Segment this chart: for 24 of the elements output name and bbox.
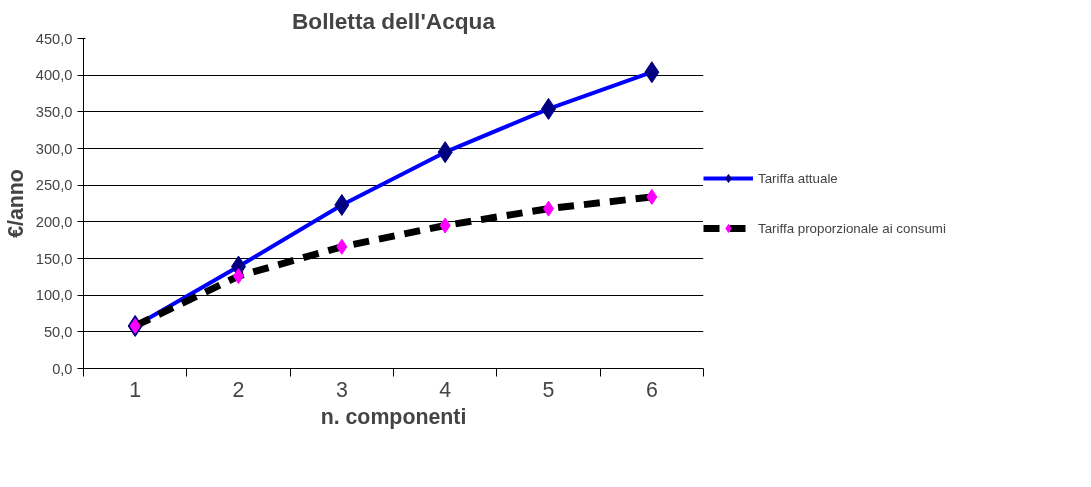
legend-label: Tariffa proporzionale ai consumi <box>758 220 946 236</box>
y-tick-label: 350,0 <box>35 103 73 120</box>
y-tick-label: 400,0 <box>35 67 73 84</box>
y-tick-label: 150,0 <box>35 250 73 267</box>
y-tick-label: 50,0 <box>43 323 73 340</box>
point <box>646 188 658 205</box>
y-tick-label: 300,0 <box>35 140 73 157</box>
point <box>439 217 451 234</box>
y-axis-title: €/anno <box>3 169 28 238</box>
y-tick-label: 200,0 <box>35 213 73 230</box>
x-tick-label: 3 <box>335 377 348 402</box>
chart-title: Bolletta dell'Acqua <box>291 7 496 34</box>
x-tick-label: 2 <box>232 377 245 402</box>
y-tick-label: 450,0 <box>35 30 73 47</box>
legend-label: Tariffa attuale <box>758 170 838 186</box>
x-tick-label: 4 <box>439 377 452 402</box>
y-tick-label: 100,0 <box>35 287 73 304</box>
x-tick-label: 1 <box>129 377 142 402</box>
x-tick-label: 5 <box>542 377 555 402</box>
point <box>336 238 348 255</box>
y-tick-label: 0,0 <box>52 360 73 377</box>
x-tick-label: 6 <box>645 377 658 402</box>
y-tick-label: 250,0 <box>35 177 73 194</box>
x-axis-title: n. componenti <box>320 404 467 429</box>
